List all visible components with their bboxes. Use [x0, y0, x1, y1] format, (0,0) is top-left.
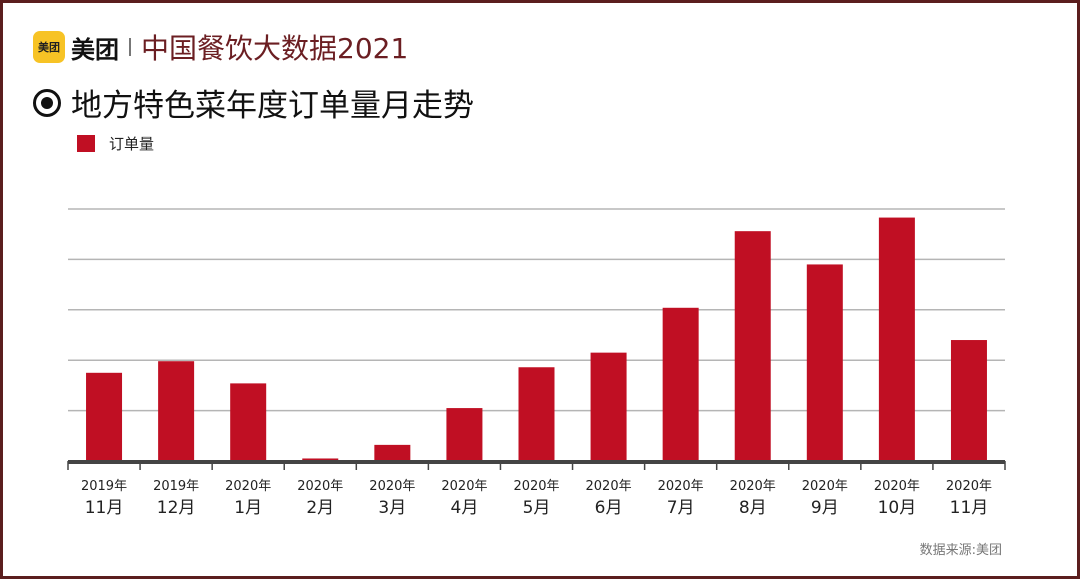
brand-name: 美团	[71, 35, 119, 64]
x-tick-label-year: 2020年	[297, 479, 343, 494]
bar	[518, 367, 555, 461]
divider	[129, 38, 131, 56]
x-tick-label-year: 2020年	[586, 479, 632, 494]
x-tick-label-month: 9月	[811, 498, 839, 518]
legend: 订单量	[77, 133, 154, 154]
x-tick-label-month: 2月	[306, 498, 334, 518]
x-tick-label-year: 2020年	[802, 479, 848, 494]
bar	[230, 383, 267, 461]
x-tick-label-year: 2020年	[441, 479, 487, 494]
header-title: 中国餐饮大数据2021	[141, 32, 409, 65]
legend-label: 订单量	[109, 135, 155, 153]
bar	[662, 307, 699, 461]
bar	[806, 264, 843, 461]
chart-title-row: 地方特色菜年度订单量月走势	[33, 80, 474, 125]
x-tick-label-year: 2019年	[81, 479, 127, 494]
x-tick-label-month: 6月	[595, 498, 623, 518]
x-tick-label-month: 10月	[878, 498, 917, 518]
bar	[302, 458, 339, 461]
bar	[158, 361, 195, 461]
x-tick-label-month: 3月	[378, 498, 406, 518]
x-tick-label-month: 1月	[234, 498, 262, 518]
bar	[950, 340, 987, 461]
x-tick-label-year: 2020年	[225, 479, 271, 494]
bar	[734, 231, 771, 461]
x-tick-label-month: 5月	[523, 498, 551, 518]
x-tick-label-month: 12月	[157, 498, 196, 518]
source-note: 数据来源:美团	[919, 543, 1002, 558]
x-tick-label-month: 4月	[451, 498, 479, 518]
x-tick-label-year: 2020年	[946, 479, 992, 494]
x-tick-label-year: 2020年	[730, 479, 776, 494]
x-tick-label-month: 8月	[739, 498, 767, 518]
bar	[878, 217, 915, 461]
target-bullet-icon	[33, 88, 61, 117]
x-tick-label-month: 11月	[950, 498, 989, 518]
x-tick-label-month: 11月	[85, 498, 124, 518]
x-tick-label-year: 2020年	[874, 479, 920, 494]
brand-header: 美团 美团 中国餐饮大数据2021	[33, 27, 408, 67]
bar	[590, 352, 627, 461]
x-tick-label-month: 7月	[667, 498, 695, 518]
bar	[374, 444, 411, 461]
x-tick-label-year: 2020年	[369, 479, 415, 494]
x-tick-label-year: 2020年	[513, 479, 559, 494]
x-tick-label-year: 2019年	[153, 479, 199, 494]
bar	[446, 408, 483, 461]
chart-title: 地方特色菜年度订单量月走势	[71, 88, 474, 124]
bar	[86, 372, 123, 461]
legend-swatch	[77, 135, 95, 152]
meituan-logo: 美团	[33, 31, 65, 63]
x-tick-label-year: 2020年	[658, 479, 704, 494]
